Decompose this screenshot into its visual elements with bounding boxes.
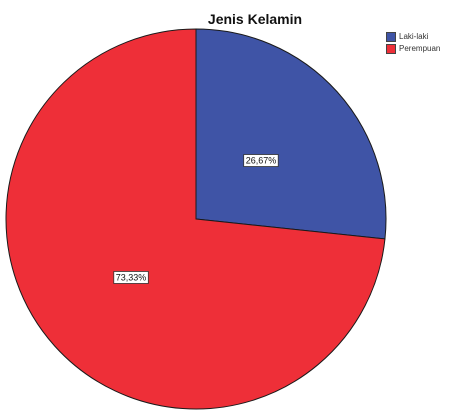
svg-text:73,33%: 73,33% xyxy=(116,272,147,282)
legend-label-laki-laki: Laki-laki xyxy=(399,32,429,41)
legend-swatch-perempuan xyxy=(386,43,396,54)
legend-swatch-laki-laki xyxy=(386,31,396,42)
legend-item-laki-laki: Laki-laki xyxy=(386,31,440,42)
pie-slice-perempuan xyxy=(5,28,386,410)
data-label-perempuan: 73,33% xyxy=(113,271,149,284)
legend-item-perempuan: Perempuan xyxy=(386,43,440,54)
legend-label-perempuan: Perempuan xyxy=(399,44,441,53)
data-label-laki-laki: 26,67% xyxy=(243,154,279,167)
svg-text:26,67%: 26,67% xyxy=(246,156,277,166)
legend: Laki-laki Perempuan xyxy=(386,31,440,55)
pie-slice-laki-laki xyxy=(195,28,387,240)
chart-title: Jenis Kelamin xyxy=(207,11,303,27)
